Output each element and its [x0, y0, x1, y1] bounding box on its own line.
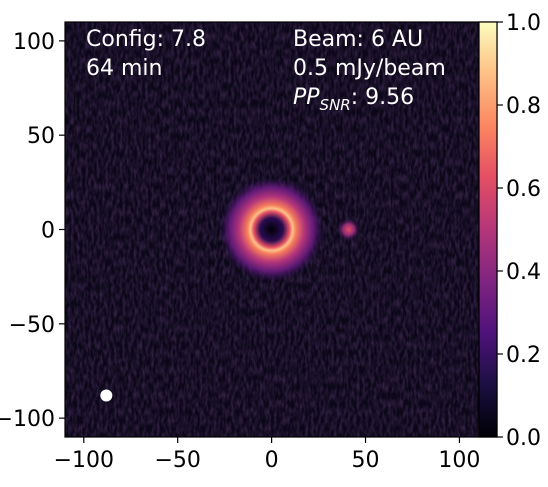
y-tick-label: 50 — [27, 124, 55, 149]
ppsnr-value: : 9.56 — [351, 85, 414, 110]
y-axis-ticks: 100 50 0 −50 −100 — [0, 30, 65, 432]
colorbar-tick-label: 1.0 — [506, 11, 541, 36]
colorbar-tick-label: 0.8 — [506, 94, 541, 119]
beam-label: Beam: 6 AU — [293, 27, 423, 52]
x-axis-ticks: −100 −50 0 50 100 — [54, 437, 480, 473]
colorbar — [478, 21, 498, 438]
sensitivity-label: 0.5 mJy/beam — [293, 56, 446, 81]
x-tick-label: 100 — [438, 448, 480, 473]
y-tick-label: 100 — [13, 30, 55, 55]
colorbar-ticks: 0.0 0.2 0.4 0.6 0.8 1.0 — [497, 11, 541, 451]
ring-emission — [219, 176, 325, 283]
x-tick-label: −100 — [54, 448, 114, 473]
colorbar-tick-label: 0.4 — [506, 260, 541, 285]
heatmap-plot-area — [65, 22, 497, 437]
ppsnr-label: PPSNR: 9.56 — [293, 85, 414, 114]
time-label: 64 min — [86, 56, 162, 81]
config-label: Config: 7.8 — [86, 27, 206, 52]
ppsnr-symbol: PP — [293, 85, 320, 110]
colorbar-tick-label: 0.6 — [506, 177, 541, 202]
point-source — [337, 218, 360, 241]
colorbar-tick-label: 0.0 — [506, 426, 541, 451]
ppsnr-subscript: SNR — [320, 96, 351, 114]
y-tick-label: −100 — [0, 407, 55, 432]
x-tick-label: −50 — [154, 448, 200, 473]
x-tick-label: 0 — [265, 448, 279, 473]
y-tick-label: 0 — [41, 219, 55, 244]
x-tick-label: 50 — [352, 448, 380, 473]
y-tick-label: −50 — [9, 313, 55, 338]
colorbar-tick-label: 0.2 — [506, 343, 541, 368]
beam-marker — [100, 389, 113, 402]
